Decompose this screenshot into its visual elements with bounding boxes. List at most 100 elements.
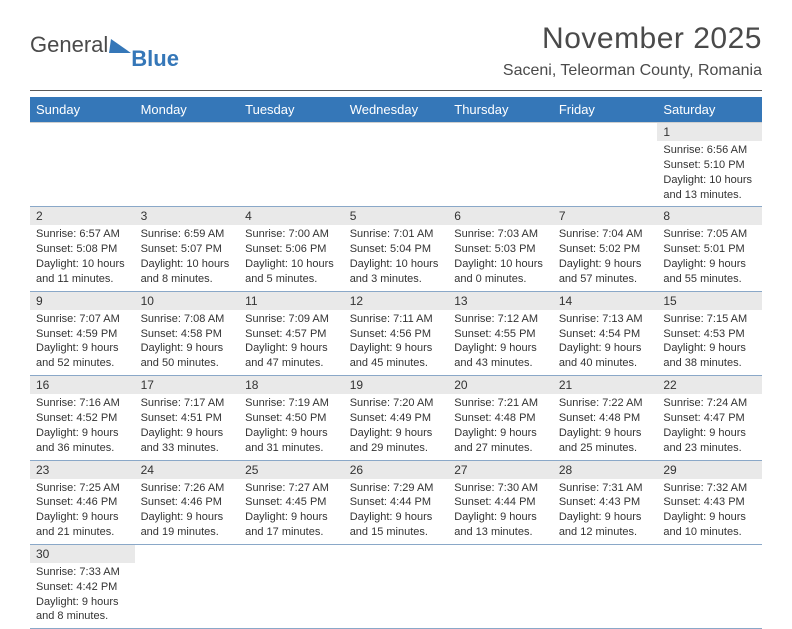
daylight-line-2: and 38 minutes.	[663, 356, 756, 371]
day-header: Wednesday	[344, 97, 449, 123]
day-number: 5	[344, 207, 449, 226]
day-cell	[448, 563, 553, 629]
logo: General Blue	[30, 32, 181, 58]
sunset-text: Sunset: 5:02 PM	[559, 242, 652, 257]
day-cell	[344, 141, 449, 207]
sunset-text: Sunset: 4:54 PM	[559, 327, 652, 342]
day-number: 1	[657, 123, 762, 142]
sunrise-text: Sunrise: 7:11 AM	[350, 312, 443, 327]
day-cell: Sunrise: 7:33 AMSunset: 4:42 PMDaylight:…	[30, 563, 135, 629]
day-number: 7	[553, 207, 658, 226]
day-cell: Sunrise: 7:15 AMSunset: 4:53 PMDaylight:…	[657, 310, 762, 376]
day-number: 28	[553, 460, 658, 479]
daylight-line-2: and 25 minutes.	[559, 441, 652, 456]
day-cell: Sunrise: 7:04 AMSunset: 5:02 PMDaylight:…	[553, 225, 658, 291]
day-number	[30, 123, 135, 142]
sunset-text: Sunset: 4:55 PM	[454, 327, 547, 342]
daylight-line-1: Daylight: 9 hours	[36, 510, 129, 525]
sunset-text: Sunset: 4:48 PM	[454, 411, 547, 426]
daynum-row: 30	[30, 544, 762, 563]
day-number	[239, 123, 344, 142]
page-title: November 2025	[503, 22, 762, 56]
day-cell: Sunrise: 7:05 AMSunset: 5:01 PMDaylight:…	[657, 225, 762, 291]
sunset-text: Sunset: 4:58 PM	[141, 327, 234, 342]
sunset-text: Sunset: 4:42 PM	[36, 580, 129, 595]
day-number: 11	[239, 291, 344, 310]
sunrise-text: Sunrise: 7:05 AM	[663, 227, 756, 242]
day-number: 6	[448, 207, 553, 226]
daynum-row: 16171819202122	[30, 376, 762, 395]
daylight-line-1: Daylight: 10 hours	[663, 173, 756, 188]
daylight-line-1: Daylight: 10 hours	[245, 257, 338, 272]
daylight-line-2: and 23 minutes.	[663, 441, 756, 456]
sunrise-text: Sunrise: 7:00 AM	[245, 227, 338, 242]
sunrise-text: Sunrise: 7:20 AM	[350, 396, 443, 411]
day-number	[553, 544, 658, 563]
day-cell	[135, 563, 240, 629]
day-cell: Sunrise: 7:29 AMSunset: 4:44 PMDaylight:…	[344, 479, 449, 545]
day-number	[657, 544, 762, 563]
sunrise-text: Sunrise: 7:22 AM	[559, 396, 652, 411]
day-header: Sunday	[30, 97, 135, 123]
daynum-row: 1	[30, 123, 762, 142]
day-number: 26	[344, 460, 449, 479]
daylight-line-2: and 5 minutes.	[245, 272, 338, 287]
sunrise-text: Sunrise: 7:26 AM	[141, 481, 234, 496]
day-cell: Sunrise: 6:57 AMSunset: 5:08 PMDaylight:…	[30, 225, 135, 291]
daylight-line-1: Daylight: 9 hours	[454, 510, 547, 525]
day-cell: Sunrise: 7:08 AMSunset: 4:58 PMDaylight:…	[135, 310, 240, 376]
day-cell: Sunrise: 7:31 AMSunset: 4:43 PMDaylight:…	[553, 479, 658, 545]
sunrise-text: Sunrise: 7:24 AM	[663, 396, 756, 411]
daylight-line-1: Daylight: 9 hours	[559, 341, 652, 356]
day-number: 25	[239, 460, 344, 479]
day-cell: Sunrise: 7:17 AMSunset: 4:51 PMDaylight:…	[135, 394, 240, 460]
day-cell	[239, 563, 344, 629]
day-cell	[30, 141, 135, 207]
day-body-row: Sunrise: 7:07 AMSunset: 4:59 PMDaylight:…	[30, 310, 762, 376]
title-block: November 2025 Saceni, Teleorman County, …	[503, 22, 762, 80]
day-cell: Sunrise: 7:30 AMSunset: 4:44 PMDaylight:…	[448, 479, 553, 545]
daylight-line-1: Daylight: 10 hours	[350, 257, 443, 272]
sunset-text: Sunset: 5:08 PM	[36, 242, 129, 257]
sunset-text: Sunset: 4:52 PM	[36, 411, 129, 426]
day-cell: Sunrise: 7:32 AMSunset: 4:43 PMDaylight:…	[657, 479, 762, 545]
day-cell: Sunrise: 7:12 AMSunset: 4:55 PMDaylight:…	[448, 310, 553, 376]
daylight-line-2: and 8 minutes.	[141, 272, 234, 287]
daylight-line-1: Daylight: 9 hours	[559, 510, 652, 525]
day-number: 14	[553, 291, 658, 310]
logo-word-2: Blue	[131, 46, 179, 72]
day-number	[239, 544, 344, 563]
header-rule	[30, 90, 762, 91]
day-number	[135, 123, 240, 142]
sunrise-text: Sunrise: 7:31 AM	[559, 481, 652, 496]
daynum-row: 2345678	[30, 207, 762, 226]
sunset-text: Sunset: 4:46 PM	[141, 495, 234, 510]
day-number: 2	[30, 207, 135, 226]
daylight-line-2: and 43 minutes.	[454, 356, 547, 371]
sunrise-text: Sunrise: 7:15 AM	[663, 312, 756, 327]
day-number: 22	[657, 376, 762, 395]
day-cell: Sunrise: 7:25 AMSunset: 4:46 PMDaylight:…	[30, 479, 135, 545]
daylight-line-2: and 55 minutes.	[663, 272, 756, 287]
day-number: 18	[239, 376, 344, 395]
sunset-text: Sunset: 5:06 PM	[245, 242, 338, 257]
sunset-text: Sunset: 4:50 PM	[245, 411, 338, 426]
sunrise-text: Sunrise: 7:25 AM	[36, 481, 129, 496]
day-body-row: Sunrise: 7:33 AMSunset: 4:42 PMDaylight:…	[30, 563, 762, 629]
day-number	[553, 123, 658, 142]
sunrise-text: Sunrise: 7:32 AM	[663, 481, 756, 496]
sunset-text: Sunset: 4:57 PM	[245, 327, 338, 342]
daylight-line-2: and 52 minutes.	[36, 356, 129, 371]
sunset-text: Sunset: 5:03 PM	[454, 242, 547, 257]
day-number: 16	[30, 376, 135, 395]
daylight-line-1: Daylight: 9 hours	[559, 426, 652, 441]
day-cell: Sunrise: 7:16 AMSunset: 4:52 PMDaylight:…	[30, 394, 135, 460]
daylight-line-2: and 3 minutes.	[350, 272, 443, 287]
daylight-line-1: Daylight: 9 hours	[350, 426, 443, 441]
day-body-row: Sunrise: 6:57 AMSunset: 5:08 PMDaylight:…	[30, 225, 762, 291]
daylight-line-2: and 12 minutes.	[559, 525, 652, 540]
sunset-text: Sunset: 4:43 PM	[559, 495, 652, 510]
day-number: 8	[657, 207, 762, 226]
daynum-row: 9101112131415	[30, 291, 762, 310]
day-cell: Sunrise: 7:09 AMSunset: 4:57 PMDaylight:…	[239, 310, 344, 376]
